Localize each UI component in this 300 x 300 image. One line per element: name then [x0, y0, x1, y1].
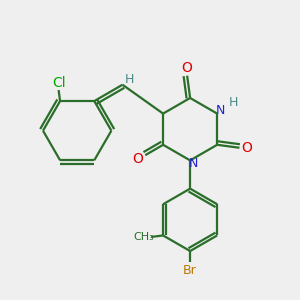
Text: N: N	[189, 158, 198, 170]
Text: O: O	[242, 141, 252, 155]
Text: CH₃: CH₃	[134, 232, 154, 242]
Text: O: O	[132, 152, 143, 166]
Text: N: N	[216, 103, 225, 116]
Text: H: H	[229, 96, 238, 109]
Text: O: O	[182, 61, 193, 75]
Text: Cl: Cl	[52, 76, 65, 90]
Text: H: H	[125, 73, 135, 86]
Text: Br: Br	[183, 264, 197, 277]
